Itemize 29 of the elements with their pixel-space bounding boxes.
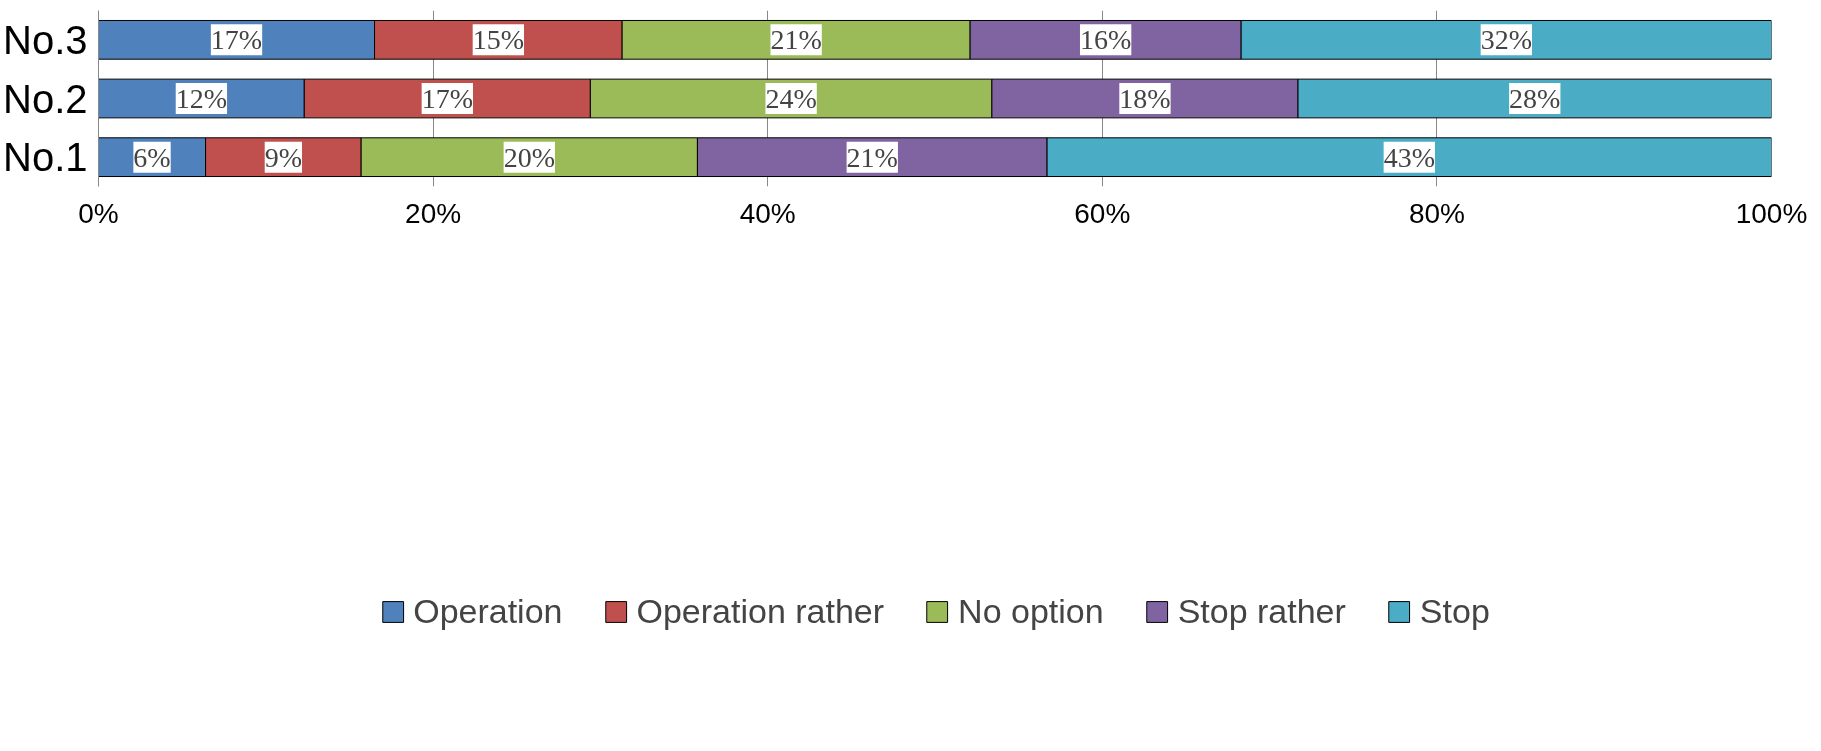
data-label: 17% — [210, 24, 263, 56]
data-label: 18% — [1119, 83, 1171, 114]
data-label: 9% — [264, 141, 303, 173]
legend-label: No option — [958, 591, 1104, 631]
y-tick-label: No.1 — [3, 135, 88, 180]
data-label: 15% — [472, 24, 525, 56]
data-label: 24% — [765, 83, 817, 114]
data-label: 16% — [1079, 24, 1132, 56]
x-tick-label: 60% — [1074, 197, 1131, 229]
legend-label: Stop rather — [1177, 591, 1346, 631]
y-tick-label: No.2 — [3, 76, 88, 121]
x-tick-label: 100% — [1735, 197, 1808, 229]
data-label: 12% — [175, 83, 228, 114]
legend-label: Stop — [1419, 591, 1490, 631]
data-label: 20% — [503, 141, 555, 173]
y-tick-label: No.3 — [3, 17, 88, 62]
legend-label: Operation — [413, 591, 563, 631]
data-label: 17% — [421, 83, 473, 114]
data-label: 21% — [770, 24, 822, 56]
data-label: 28% — [1509, 83, 1561, 114]
x-tick-label: 20% — [405, 197, 462, 229]
x-tick-label: 0% — [78, 197, 119, 229]
legend-label: Operation rather — [636, 591, 885, 631]
x-tick-label: 40% — [739, 197, 796, 229]
x-tick-label: 80% — [1408, 197, 1465, 229]
data-label: 43% — [1383, 141, 1435, 173]
data-label: 21% — [846, 141, 898, 173]
data-label: 6% — [133, 141, 171, 173]
data-label: 32% — [1480, 24, 1532, 56]
